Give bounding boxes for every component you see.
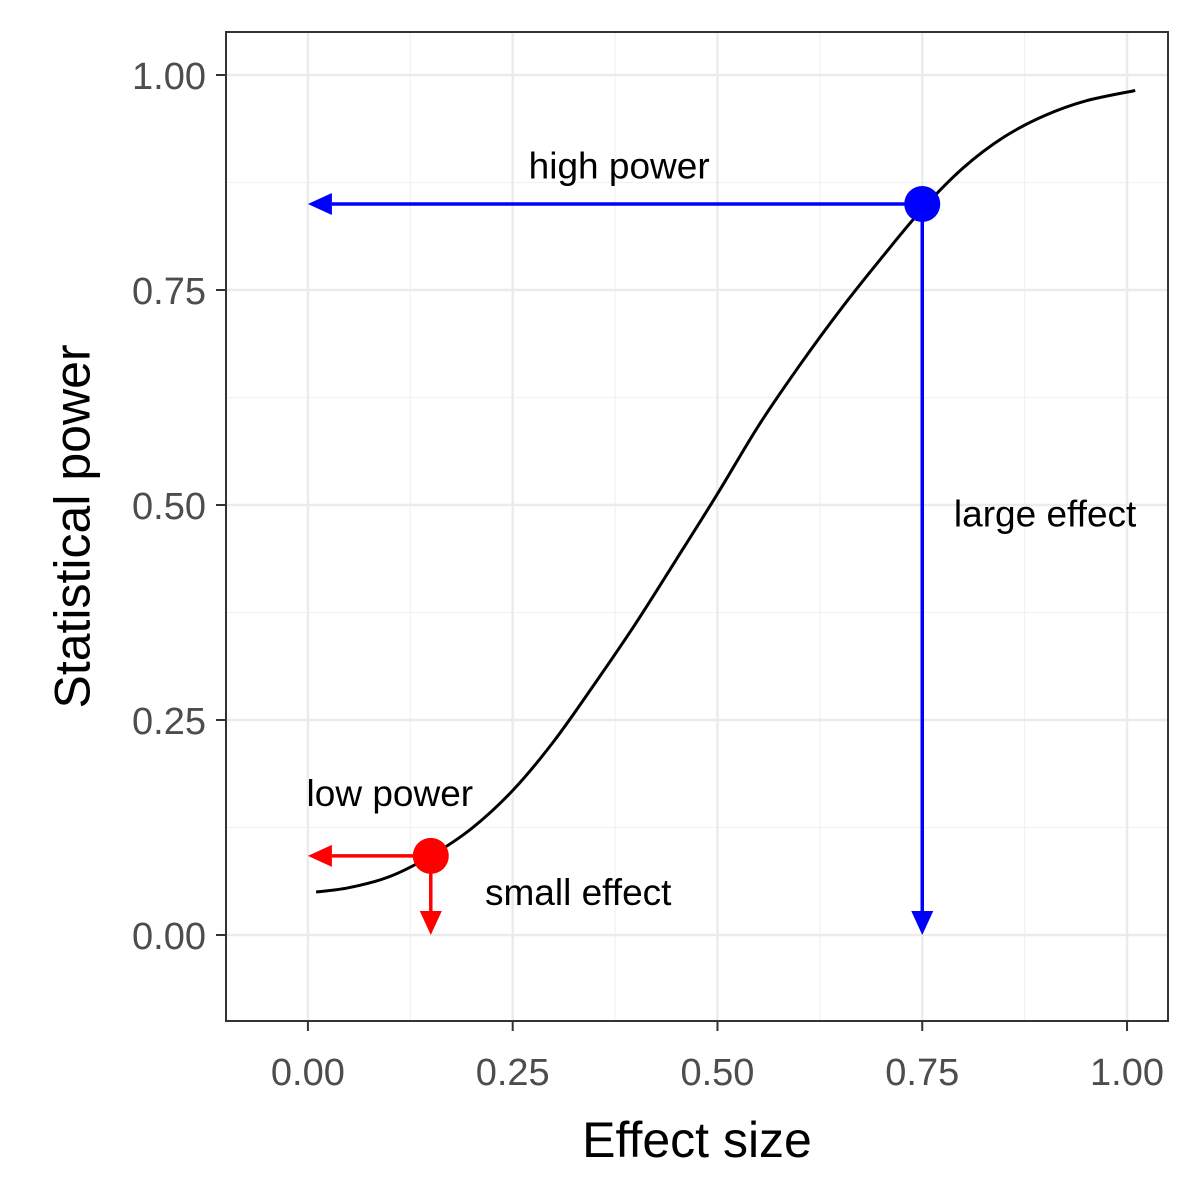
curve-layer (315, 89, 1136, 894)
annotation-layer: low power small effect high power large eff… (307, 145, 1137, 913)
y-tick-label: 0.25 (132, 701, 206, 743)
grid-minor (226, 32, 1168, 1021)
annotation-label: large effect (954, 494, 1137, 535)
x-tick-label: 0.75 (885, 1052, 959, 1094)
arrow-head (307, 844, 332, 867)
x-tick-label: 0.25 (476, 1052, 550, 1094)
y-tick-label: 0.00 (132, 916, 206, 958)
y-tick-label: 0.75 (132, 271, 206, 313)
arrow-layer (307, 193, 934, 935)
highlight-point (904, 186, 941, 222)
highlight-point (412, 837, 449, 874)
arrow-head (911, 911, 934, 935)
power-curve (315, 89, 1136, 894)
y-axis-title: Statistical power (45, 344, 101, 708)
x-tick-label: 0.50 (680, 1052, 754, 1094)
panel-border (225, 31, 1169, 1022)
arrow-head (307, 193, 332, 215)
annotation-label: high power (529, 145, 710, 186)
x-tick-label: 0.00 (271, 1052, 345, 1094)
x-axis-ticks: 0.00 0.25 0.50 0.75 1.00 (271, 1021, 1164, 1094)
y-tick-label: 0.50 (132, 486, 206, 528)
y-tick-label: 1.00 (132, 56, 206, 98)
x-axis-title: Effect size (582, 1112, 812, 1168)
x-tick-label: 1.00 (1090, 1052, 1164, 1094)
y-axis-ticks: 0.00 0.25 0.50 0.75 1.00 (132, 56, 226, 958)
arrow-head (419, 911, 442, 935)
annotation-label: low power (307, 773, 474, 814)
point-layer (412, 186, 941, 874)
annotation-label: small effect (485, 872, 672, 913)
